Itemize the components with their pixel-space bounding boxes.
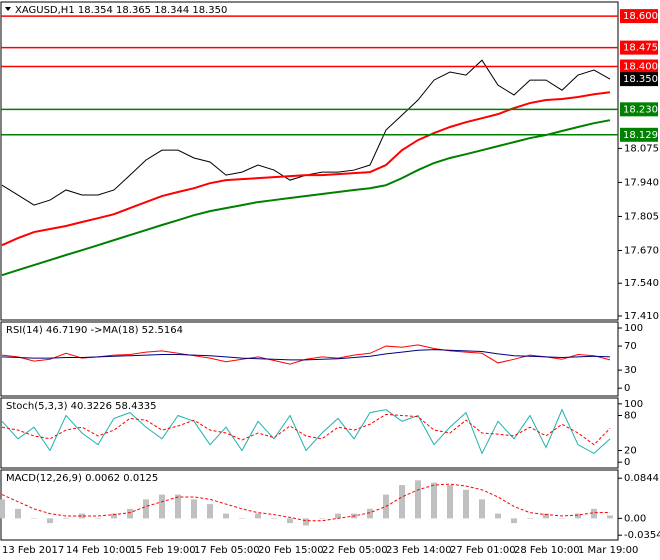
histogram-bar xyxy=(543,513,549,519)
level-label: 18.475 xyxy=(623,43,658,54)
y-tick-label: 17.805 xyxy=(624,211,659,222)
x-tick-label: 17 Feb 05:00 xyxy=(194,545,260,556)
level-label-box xyxy=(620,102,658,117)
histogram-bar xyxy=(143,499,149,519)
x-tick-label: 15 Feb 19:00 xyxy=(130,545,196,556)
panel-frame xyxy=(0,397,619,469)
x-tick-label: 28 Feb 10:00 xyxy=(514,545,580,556)
histogram-bar xyxy=(495,513,501,519)
last-price-box xyxy=(620,72,658,87)
y-tick-label: 0.00 xyxy=(624,513,646,524)
x-tick-label: 22 Feb 05:00 xyxy=(322,545,388,556)
series-line xyxy=(1,408,611,455)
histogram-bar xyxy=(511,518,517,524)
histogram-bar xyxy=(303,518,309,526)
histogram-bar xyxy=(191,499,197,519)
histogram-bar xyxy=(31,518,37,519)
level-label-box xyxy=(620,9,658,24)
panel-title: Stoch(5,3,3) 40.3226 58.4335 xyxy=(6,401,157,412)
histogram-bar xyxy=(95,518,101,519)
y-tick-label: 18.075 xyxy=(624,143,659,154)
level-label-box xyxy=(620,40,658,55)
x-tick-label: 23 Feb 14:00 xyxy=(386,545,452,556)
y-tick-label: 17.670 xyxy=(624,245,659,256)
histogram-bar xyxy=(607,515,613,519)
menu-triangle[interactable] xyxy=(5,7,11,11)
histogram-bar xyxy=(479,499,485,519)
last-price-label: 18.350 xyxy=(623,74,658,85)
x-tick-label: 14 Feb 10:00 xyxy=(66,545,132,556)
level-label-box xyxy=(620,127,658,142)
x-tick-label: 20 Feb 15:00 xyxy=(258,545,324,556)
panel-title: XAGUSD,H1 18.354 18.365 18.344 18.350 xyxy=(15,5,227,16)
x-tick-label: 27 Feb 01:00 xyxy=(450,545,516,556)
histogram-bar xyxy=(255,513,261,519)
panel-title: RSI(14) 46.7190 ->MA(18) 52.5164 xyxy=(6,325,183,336)
histogram-bar xyxy=(399,485,405,519)
panel-frame xyxy=(0,321,619,397)
series-line xyxy=(1,413,611,446)
histogram-bar xyxy=(239,518,245,519)
y-tick-label: 100 xyxy=(624,323,643,334)
y-tick-label: 17.410 xyxy=(624,311,659,322)
histogram-bar xyxy=(559,518,565,519)
histogram-bar xyxy=(0,499,5,519)
y-tick-label: 0 xyxy=(624,457,630,468)
series-line xyxy=(1,483,611,522)
x-tick-label: 1 Mar 19:00 xyxy=(578,545,638,556)
y-tick-label: 70 xyxy=(624,341,637,352)
y-tick-label: 17.540 xyxy=(624,278,659,289)
histogram-bar xyxy=(223,513,229,519)
y-tick-label: 0.0844 xyxy=(624,473,659,484)
histogram-bar xyxy=(127,508,133,519)
series-line xyxy=(1,349,611,361)
histogram-bar xyxy=(63,518,69,519)
histogram-bar xyxy=(111,513,117,519)
histogram-bar xyxy=(287,518,293,524)
histogram-bar xyxy=(463,489,469,519)
y-tick-label: 20 xyxy=(624,446,637,457)
level-label: 18.230 xyxy=(623,104,658,115)
y-tick-label: 80 xyxy=(624,411,637,422)
histogram-bar xyxy=(431,482,437,519)
series-line xyxy=(1,119,611,277)
histogram-bar xyxy=(271,518,277,519)
histogram-bar xyxy=(47,518,53,524)
histogram-bar xyxy=(207,504,213,519)
histogram-bar xyxy=(335,513,341,519)
panel-title: MACD(12,26,9) 0.0062 0.0125 xyxy=(6,473,158,484)
histogram-bar xyxy=(447,485,453,519)
histogram-bar xyxy=(415,480,421,519)
level-label: 18.400 xyxy=(623,62,658,73)
histogram-bar xyxy=(367,508,373,519)
y-tick-label: -0.0354 xyxy=(624,530,660,541)
y-tick-label: 100 xyxy=(624,399,643,410)
histogram-bar xyxy=(159,494,165,519)
y-tick-label: 30 xyxy=(624,365,637,376)
level-label: 18.600 xyxy=(623,11,658,22)
histogram-bar xyxy=(575,513,581,519)
level-label: 18.129 xyxy=(623,130,658,141)
histogram-bar xyxy=(591,508,597,519)
level-label-box xyxy=(620,59,658,74)
histogram-bar xyxy=(15,508,21,519)
y-tick-label: 17.940 xyxy=(624,177,659,188)
histogram-bar xyxy=(175,494,181,519)
series-line xyxy=(1,91,611,247)
panel-frame xyxy=(0,1,619,321)
histogram-bar xyxy=(79,513,85,519)
y-tick-label: 0 xyxy=(624,383,630,394)
histogram-bar xyxy=(527,518,533,519)
histogram-bar xyxy=(319,518,325,519)
x-tick-label: 13 Feb 2017 xyxy=(2,545,64,556)
